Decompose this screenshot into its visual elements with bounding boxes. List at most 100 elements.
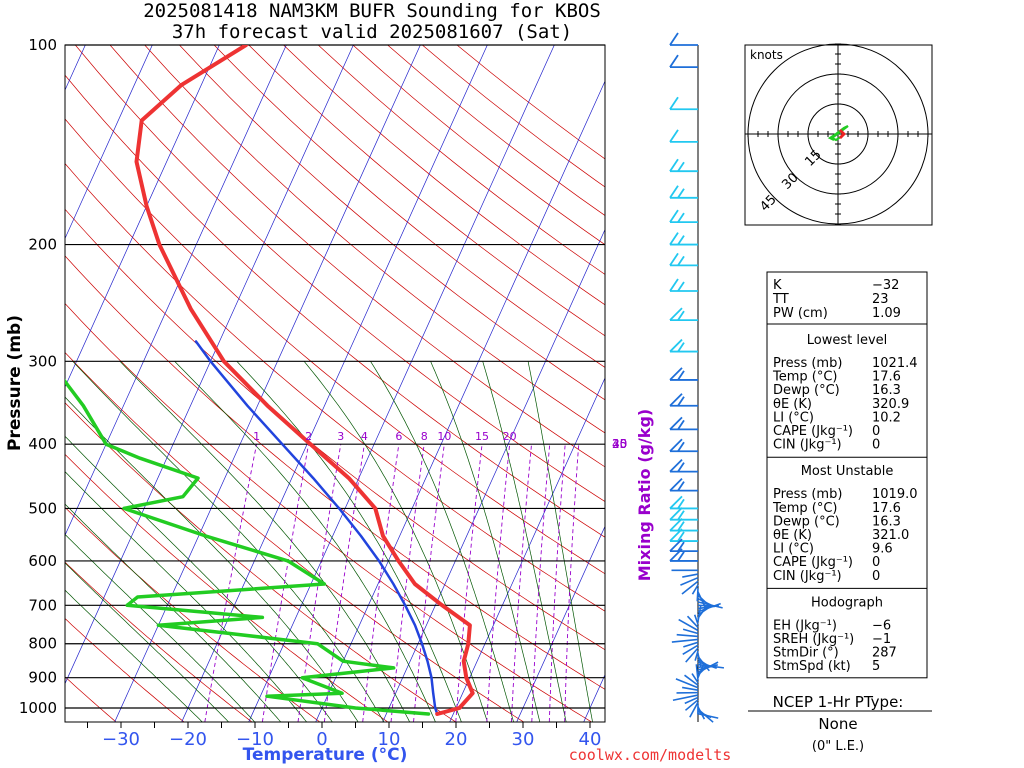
wind-barb-feather <box>677 396 685 407</box>
isotherm <box>315 80 605 722</box>
temperature-tick-label: 10 <box>378 729 401 750</box>
wind-barb <box>682 628 699 635</box>
wind-barbs <box>669 32 725 723</box>
temperature-tick-label: 0 <box>316 729 327 750</box>
table-value: 1019.0 <box>872 487 918 502</box>
wind-barb-feather <box>669 158 679 172</box>
mixing-ratio-line <box>261 444 310 722</box>
moist-adiabat <box>72 361 385 722</box>
wind-barb-feather <box>677 212 685 223</box>
wind-barb-feather <box>669 278 679 292</box>
mixing-ratio-label: 35 <box>612 437 627 451</box>
moist-adiabat <box>482 361 567 722</box>
table-value: 0 <box>872 569 880 584</box>
mixing-ratio-label: 3 <box>337 430 344 443</box>
temperature-tick-label: 30 <box>512 729 535 750</box>
table-label: EH (Jkg⁻¹) <box>773 618 837 633</box>
wind-barb-feather <box>669 338 683 353</box>
table-label: CIN (Jkg⁻¹) <box>773 438 842 453</box>
y-axis-label: Pressure (mb) <box>5 315 25 451</box>
pressure-tick-label: 200 <box>28 236 57 254</box>
table-label: Press (mb) <box>773 356 842 371</box>
pressure-grid <box>65 44 605 709</box>
mixing-ratio-label: 10 <box>437 430 451 443</box>
table-frame <box>766 271 928 679</box>
mixing-ratio-line <box>413 444 445 722</box>
wind-barb-feather <box>669 185 679 199</box>
dry-adiabat <box>65 402 456 722</box>
moist-adiabat <box>65 396 359 722</box>
wind-barb <box>676 633 699 638</box>
wind-barb-feather <box>669 129 679 143</box>
table-label: Press (mb) <box>773 487 842 502</box>
table-label: StmDir (°) <box>773 646 839 661</box>
table-label: LI (°C) <box>773 542 814 557</box>
moist-adiabat <box>65 533 256 722</box>
moist-adiabat <box>236 361 462 722</box>
wind-barb-feather <box>669 458 683 473</box>
table-value: 16.3 <box>872 383 901 398</box>
wind-barb-feather <box>669 477 683 492</box>
wind-barb-feather <box>677 510 685 521</box>
table-section-header: Hodograph <box>811 595 883 610</box>
wind-barb-feather <box>677 551 685 562</box>
dry-adiabat <box>65 255 605 690</box>
moist-adiabat <box>303 361 488 722</box>
wind-barb-feather <box>677 541 685 552</box>
isotherm <box>382 228 605 722</box>
mixing-ratio-line <box>323 444 365 722</box>
wind-barb-feather <box>669 538 683 552</box>
mixing-ratio-label: 20 <box>503 430 517 443</box>
wind-barb-feather <box>677 498 685 509</box>
table-value: 10.2 <box>872 410 901 425</box>
isotherm <box>65 45 153 240</box>
table-label: SREH (Jkg⁻¹) <box>773 632 854 647</box>
isotherm <box>65 45 287 537</box>
pressure-tick-label: 700 <box>28 596 57 614</box>
table-value: 0 <box>872 555 880 570</box>
parcel-trace <box>194 340 439 716</box>
moist-adiabat <box>65 562 229 722</box>
mixing-ratio-line <box>362 444 400 722</box>
dry-adiabat <box>65 561 253 722</box>
wind-barb <box>693 614 699 625</box>
table-label: CAPE (Jkg⁻¹) <box>773 424 853 439</box>
table-value: 16.3 <box>872 514 901 529</box>
isotherm <box>248 45 555 722</box>
table-value: 320.9 <box>872 397 909 412</box>
isotherm <box>516 525 605 722</box>
wind-barb-feather <box>669 96 679 110</box>
table-value: 5 <box>872 659 880 674</box>
mixing-ratio-line <box>486 444 511 722</box>
moist-adiabat <box>119 361 411 722</box>
temperature-tick-label: −20 <box>169 729 207 750</box>
table-value: 1021.4 <box>872 356 918 371</box>
mixing-ratio-label: 15 <box>475 430 489 443</box>
dewpoint-trace <box>65 378 431 716</box>
table-value: 17.6 <box>872 501 901 516</box>
mixing-ratio-axis-label: Mixing Ratio (g/kg) <box>635 409 654 581</box>
wind-barb-feather <box>669 517 683 532</box>
table-value: 287 <box>872 646 897 661</box>
temperature-tick-label: 40 <box>579 729 602 750</box>
isotherm <box>181 45 488 722</box>
wind-barb <box>682 573 699 578</box>
mixing-ratio-line <box>390 444 425 722</box>
table-section-header: Lowest level <box>807 333 888 348</box>
pressure-tick-label: 1000 <box>19 699 57 717</box>
dry-adiabat <box>65 352 524 722</box>
pressure-tick-label: 600 <box>28 552 57 570</box>
wind-barb-feather <box>669 367 683 381</box>
wind-barb <box>691 673 699 684</box>
table-label: TT <box>772 292 789 307</box>
wind-barb <box>697 605 702 622</box>
dry-adiabat <box>65 163 605 612</box>
isotherm <box>449 377 605 722</box>
wind-barb-feather <box>669 438 683 452</box>
dry-adiabat <box>456 45 605 160</box>
pressure-tick-label: 900 <box>28 669 57 687</box>
table-value: 321.0 <box>872 528 909 543</box>
wind-barb <box>678 618 699 632</box>
wind-barb <box>681 580 699 595</box>
